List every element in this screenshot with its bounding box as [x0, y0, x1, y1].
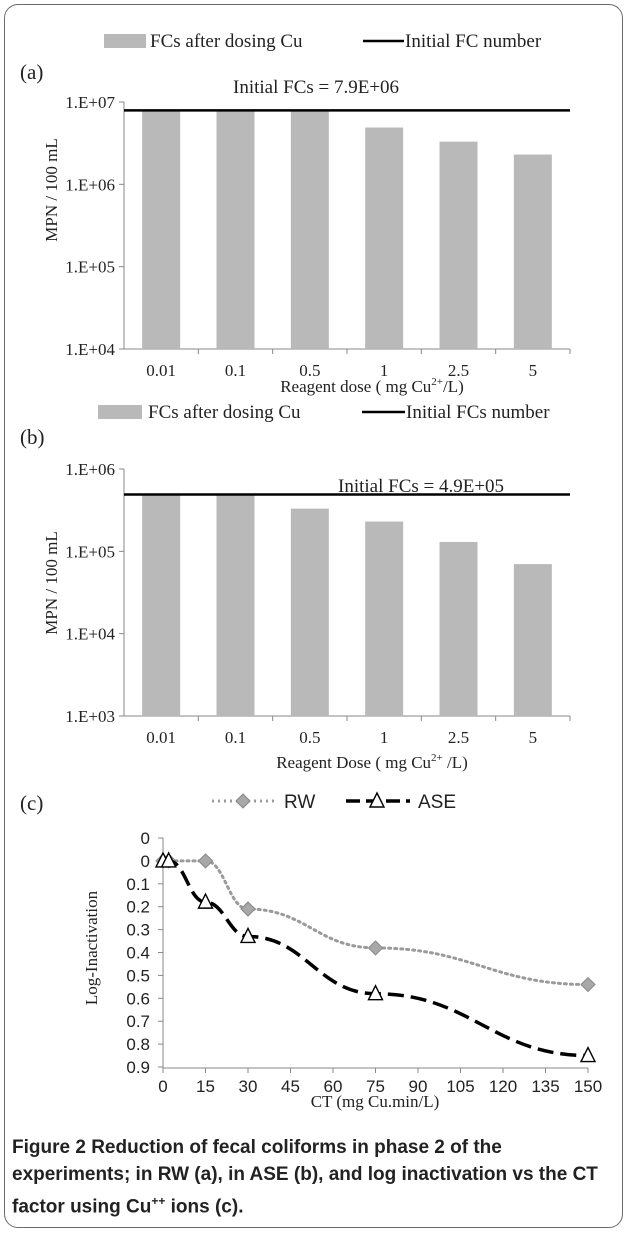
caption-label: Figure 2 [12, 1137, 86, 1158]
series-line [161, 859, 590, 987]
x-tick-label: 0.01 [146, 728, 176, 747]
x-tick-label: 0.5 [299, 728, 320, 747]
caption-text: Reduction of fecal coliforms in phase 2 … [12, 1137, 598, 1218]
x-tick-label: 5 [529, 361, 538, 380]
panel-c-chart: (c) RW ASE Log-Inactivation 0 0 0.1 0.2 0.3 0… [20, 791, 602, 1111]
legend-line-label-b: Initial FCs number [406, 402, 550, 423]
y-tick-label: 0 [141, 829, 150, 848]
y-tick-label: 0.4 [126, 944, 150, 963]
legend-bar-swatch-b [98, 405, 142, 419]
figure-caption: Figure 2 Reduction of fecal coliforms in… [12, 1134, 612, 1220]
x-tick-label: 0 [158, 1077, 167, 1096]
legend-bar-label-a: FCs after dosing Cu [150, 31, 303, 52]
data-point [367, 940, 384, 956]
initial-fc-label-b: Initial FCs = 4.9E+05 [338, 476, 504, 497]
x-tick-label: 0.1 [225, 361, 246, 380]
legend-ase-label: ASE [418, 792, 456, 813]
y-axis-title-b: MPN / 100 mL [42, 531, 61, 634]
x-tick-label: 135 [531, 1077, 559, 1096]
caption-superscript: ++ [151, 1194, 166, 1208]
x-tick-label: 0.5 [299, 361, 320, 380]
data-point [579, 1045, 597, 1063]
bar [290, 110, 329, 349]
legend-bar-label-b: FCs after dosing Cu [148, 402, 301, 423]
panel-b-chart: FCs after dosing Cu Initial FCs number (… [20, 402, 571, 772]
bar [216, 110, 255, 349]
bar [365, 127, 404, 349]
y-tick-label: 0 [141, 852, 150, 871]
x-tick-label: 2.5 [448, 361, 469, 380]
x-tick-label: 60 [324, 1077, 343, 1096]
y-tick-label: 0.3 [126, 921, 150, 940]
y-tick-label: 0.8 [126, 1035, 150, 1054]
y-tick-label: 1.E+04 [65, 625, 115, 644]
x-tick-label: 1 [380, 361, 389, 380]
y-tick-label: 0.2 [126, 898, 150, 917]
panel-a-chart: FCs after dosing Cu Initial FC number (a… [20, 31, 571, 396]
panel-label-c: (c) [20, 791, 43, 815]
panel-label-a: (a) [20, 60, 43, 84]
data-point [197, 892, 214, 909]
bar [216, 494, 255, 716]
legend-bar-swatch-a [104, 34, 146, 48]
x-tick-label: 0.1 [225, 728, 246, 747]
legend-rw-label: RW [284, 792, 315, 813]
y-tick-label: 0.1 [126, 875, 150, 894]
bar [365, 521, 404, 716]
panel-label-b: (b) [20, 425, 45, 449]
y-tick-label: 1.E+07 [65, 93, 115, 112]
x-tick-label: 1 [380, 728, 389, 747]
x-tick-label: 120 [489, 1077, 517, 1096]
legend-line-label-a: Initial FC number [405, 31, 542, 52]
y-tick-label: 0.9 [126, 1058, 150, 1077]
x-tick-label: 75 [366, 1077, 385, 1096]
x-tick-label: 150 [574, 1077, 602, 1096]
y-tick-label: 1.E+06 [65, 175, 115, 194]
x-axis-title-b: Reagent Dose ( mg Cu2+ /L) [276, 752, 468, 772]
y-tick-label: 0.6 [126, 989, 150, 1008]
legend-ase-marker [368, 791, 386, 808]
x-tick-label: 15 [196, 1077, 215, 1096]
data-point [197, 853, 214, 869]
y-axis-title-c: Log-Inactivation [82, 890, 101, 1005]
x-axis-title-a: Reagent dose ( mg Cu2+/L) [280, 376, 464, 396]
bar [439, 541, 478, 716]
y-tick-label: 1.E+05 [65, 542, 115, 561]
y-axis-title-a: MPN / 100 mL [42, 138, 61, 241]
x-tick-label: 0.01 [146, 361, 176, 380]
bar [513, 564, 552, 716]
caption-end: ions (c). [165, 1196, 244, 1218]
data-point [239, 926, 257, 944]
data-point [367, 984, 384, 1001]
y-tick-label: 0.7 [126, 1012, 150, 1031]
x-tick-label: 90 [409, 1077, 428, 1096]
y-tick-label: 1.E+04 [65, 340, 115, 359]
data-point [240, 901, 256, 917]
series-line [162, 859, 589, 1058]
y-tick-label: 1.E+03 [65, 707, 115, 726]
bar [290, 508, 329, 716]
x-tick-label: 45 [281, 1077, 300, 1096]
bar [439, 141, 478, 349]
bar [142, 110, 181, 349]
initial-fc-label-a: Initial FCs = 7.9E+06 [233, 77, 399, 98]
x-tick-label: 2.5 [448, 728, 469, 747]
x-axis-title-c: CT (mg Cu.min/L) [311, 1092, 440, 1111]
x-tick-label: 30 [239, 1077, 258, 1096]
legend-rw-marker [235, 793, 251, 809]
y-tick-label: 0.5 [126, 966, 150, 985]
bar [142, 494, 181, 716]
data-point [160, 851, 177, 868]
x-tick-label: 105 [446, 1077, 474, 1096]
y-tick-label: 1.E+05 [65, 258, 115, 277]
data-point [580, 976, 596, 993]
x-tick-label: 5 [529, 728, 538, 747]
bar [513, 154, 552, 349]
y-tick-label: 1.E+06 [65, 460, 115, 479]
